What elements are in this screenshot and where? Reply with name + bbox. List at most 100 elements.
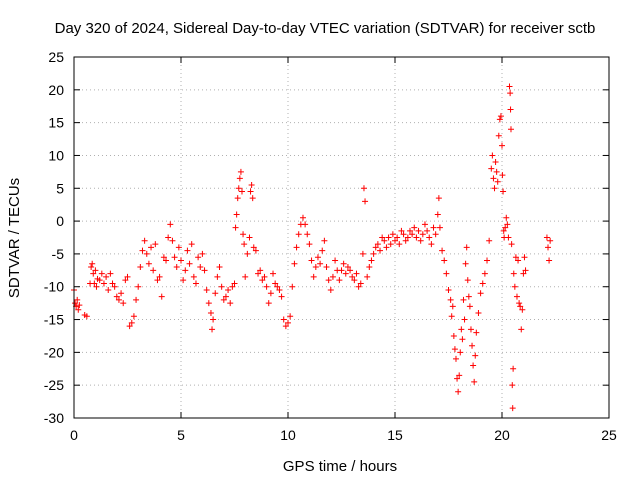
- data-point: [304, 231, 311, 238]
- y-tick-label: -20: [44, 344, 64, 360]
- data-point: [470, 362, 477, 369]
- y-tick-label: 5: [56, 180, 64, 196]
- data-point: [519, 306, 526, 313]
- data-point: [436, 224, 443, 231]
- data-point: [233, 211, 240, 218]
- y-tick-label: -25: [44, 377, 64, 393]
- data-point: [546, 257, 553, 264]
- data-point: [160, 254, 167, 261]
- data-point: [473, 329, 480, 336]
- data-point: [448, 313, 455, 320]
- data-point: [293, 244, 300, 251]
- data-point: [236, 175, 243, 182]
- data-point: [75, 306, 82, 313]
- data-point: [171, 254, 178, 261]
- data-point: [93, 283, 100, 290]
- data-point: [207, 309, 214, 316]
- data-point: [377, 247, 384, 254]
- data-point: [195, 254, 202, 261]
- data-point: [178, 257, 184, 264]
- data-point: [509, 405, 516, 412]
- data-point: [89, 260, 96, 267]
- x-tick-labels: 0 5 10 15 20 25: [70, 427, 617, 443]
- data-point: [199, 250, 206, 257]
- data-point: [103, 273, 110, 280]
- data-point: [507, 90, 514, 97]
- data-point: [145, 260, 152, 267]
- data-point: [107, 270, 114, 277]
- data-point: [270, 270, 277, 277]
- data-point: [92, 267, 99, 274]
- y-tick-label: -15: [44, 312, 64, 328]
- data-point: [430, 224, 437, 231]
- data-point: [443, 270, 450, 277]
- data-point: [249, 195, 256, 202]
- data-point: [402, 237, 409, 244]
- data-point: [216, 264, 223, 271]
- data-point: [370, 250, 377, 257]
- data-point: [135, 283, 142, 290]
- data-point: [409, 231, 416, 238]
- data-point: [500, 227, 507, 234]
- data-point: [451, 346, 458, 353]
- data-point: [392, 237, 398, 244]
- data-point: [255, 270, 262, 277]
- data-point: [457, 349, 464, 356]
- data-point: [257, 267, 264, 274]
- data-point: [460, 296, 467, 303]
- data-point: [507, 106, 514, 113]
- data-point: [83, 313, 90, 320]
- data-point: [520, 270, 527, 277]
- data-point: [466, 303, 473, 310]
- data-point: [517, 303, 524, 310]
- data-point: [175, 244, 182, 251]
- data-point: [250, 244, 257, 251]
- data-point: [357, 280, 364, 287]
- data-point: [499, 142, 505, 149]
- data-point: [141, 237, 148, 244]
- data-point: [242, 273, 249, 280]
- data-point: [464, 277, 471, 284]
- data-point: [547, 237, 554, 244]
- data-point: [291, 260, 298, 267]
- data-point: [456, 372, 463, 379]
- data-point: [319, 247, 326, 254]
- data-point: [471, 378, 478, 385]
- data-points: [71, 83, 554, 412]
- data-point: [201, 267, 208, 274]
- data-point: [351, 277, 358, 284]
- data-point: [419, 231, 426, 238]
- data-point: [317, 260, 324, 267]
- data-point: [488, 165, 495, 172]
- data-point: [432, 231, 439, 238]
- data-point: [379, 234, 386, 241]
- data-point: [340, 260, 347, 267]
- data-point: [500, 188, 507, 195]
- data-point: [458, 326, 465, 333]
- data-point: [364, 273, 371, 280]
- data-point: [359, 250, 366, 257]
- data-point: [190, 273, 197, 280]
- data-point: [355, 283, 362, 290]
- data-point: [321, 237, 328, 244]
- data-point: [385, 234, 392, 241]
- data-point: [122, 277, 129, 284]
- data-point: [415, 227, 422, 234]
- data-point: [455, 388, 462, 395]
- data-point: [439, 247, 446, 254]
- data-point: [327, 287, 334, 294]
- data-point: [88, 264, 95, 271]
- data-point: [508, 241, 515, 248]
- data-point: [197, 264, 204, 271]
- data-point: [372, 244, 379, 251]
- data-point: [387, 241, 394, 248]
- data-point: [394, 234, 401, 241]
- data-point: [447, 296, 454, 303]
- data-point: [472, 352, 479, 359]
- data-point: [349, 273, 356, 280]
- data-point: [100, 280, 107, 287]
- data-point: [299, 214, 306, 221]
- data-point: [126, 323, 133, 330]
